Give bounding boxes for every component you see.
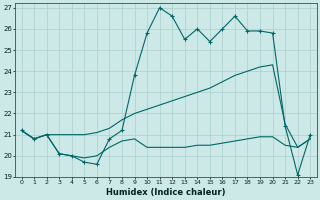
X-axis label: Humidex (Indice chaleur): Humidex (Indice chaleur): [106, 188, 226, 197]
